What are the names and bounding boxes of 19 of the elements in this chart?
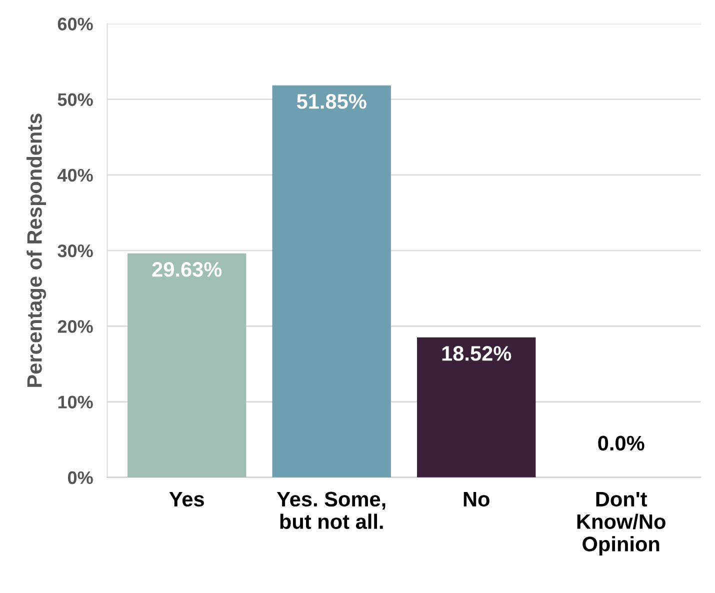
y-tick-label: 60%: [58, 18, 93, 30]
y-tick-label: 10%: [58, 396, 93, 408]
data-label: 29.63%: [152, 262, 222, 277]
y-axis-title: Percentage of Respondents: [26, 114, 46, 387]
bar: [128, 253, 246, 478]
bar: [417, 337, 536, 478]
data-label: 18.52%: [442, 346, 512, 361]
y-tick-label: 50%: [58, 93, 93, 106]
y-tick-label: 40%: [58, 168, 93, 182]
x-tick-label: Yes. Some, but not all.: [276, 492, 386, 529]
y-tick-label: 30%: [58, 244, 93, 258]
x-tick-label: No: [464, 492, 490, 507]
data-label: 51.85%: [296, 94, 366, 109]
y-tick-label: 20%: [58, 320, 93, 333]
data-label: 0.0%: [598, 436, 644, 451]
x-tick-label: Yes: [169, 492, 204, 507]
y-tick-label: 0%: [68, 471, 93, 484]
x-tick-label: Don't Know/No Opinion: [577, 492, 666, 556]
bar: [272, 85, 391, 478]
